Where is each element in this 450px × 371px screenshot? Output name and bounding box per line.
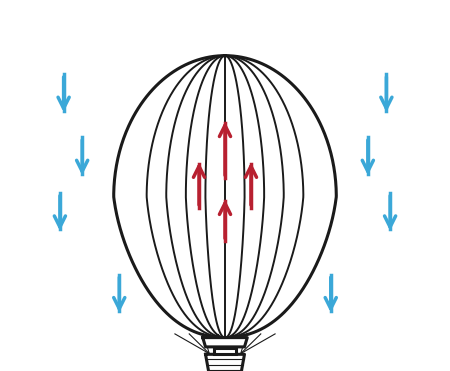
Polygon shape	[206, 354, 244, 371]
Bar	[214, 348, 236, 354]
Polygon shape	[203, 338, 247, 347]
Polygon shape	[114, 56, 336, 338]
